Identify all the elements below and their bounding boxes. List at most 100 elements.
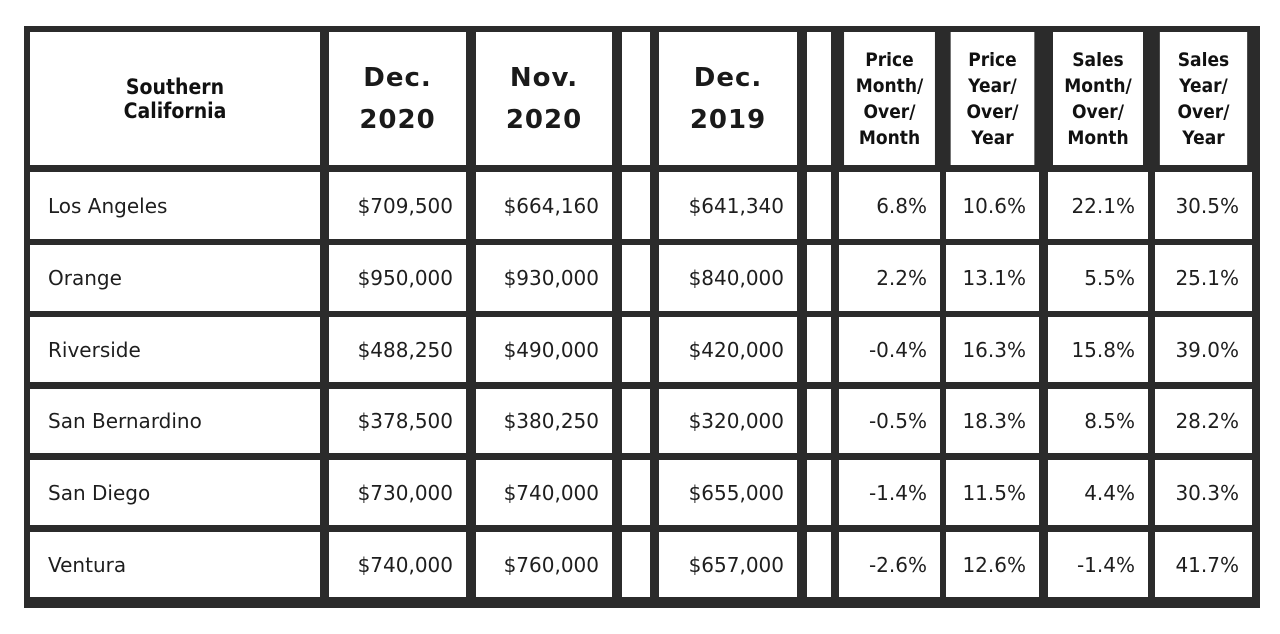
table-cell-price_mom: 2.2%	[839, 245, 940, 311]
table-cell-sales_mom: 15.8%	[1048, 317, 1148, 382]
table-cell-dec2020: $488,250	[329, 317, 466, 382]
cell-value: $760,000	[503, 552, 599, 577]
header-cell-price_yoy: Price Year/Over/Year	[950, 32, 1035, 165]
row-label: Ventura	[30, 532, 320, 597]
spacer-cell	[807, 389, 831, 453]
region-name: Ventura	[48, 552, 127, 577]
table-cell-dec2019: $641,340	[659, 172, 797, 239]
cell-value: $664,160	[503, 193, 599, 218]
sales-price-table: Southern California Dec. 2020 Nov. 2020 Dec. 20…	[24, 26, 1260, 608]
table-cell-dec2020: $740,000	[329, 532, 466, 597]
header-label-line: Over/	[966, 100, 1019, 123]
header-label: Nov. 2020	[506, 57, 582, 141]
table-cell-price_yoy: 11.5%	[946, 460, 1039, 525]
header-cell-sales_yoy: Sales Year/Over/Year	[1159, 32, 1248, 165]
table-cell-price_mom: -0.4%	[839, 317, 940, 382]
cell-value: 28.2%	[1175, 409, 1239, 433]
cell-value: $490,000	[503, 337, 599, 362]
cell-value: $709,500	[357, 193, 453, 218]
header-label-line: Price	[865, 48, 914, 71]
table-cell-sales_mom: 5.5%	[1048, 245, 1148, 311]
header-cell-sales_mom: Sales Month/Over/Month	[1053, 32, 1143, 165]
table-cell-price_mom: -1.4%	[839, 460, 940, 525]
table-cell-dec2019: $420,000	[659, 317, 797, 382]
cell-value: -1.4%	[1076, 552, 1135, 577]
region-name: San Bernardino	[48, 409, 202, 433]
spacer-cell	[622, 460, 650, 525]
row-label: San Bernardino	[30, 389, 320, 453]
cell-value: $320,000	[688, 409, 784, 433]
row-label: Los Angeles	[30, 172, 320, 239]
table-cell-price_yoy: 13.1%	[946, 245, 1039, 311]
cell-value: 30.3%	[1175, 480, 1239, 505]
header-label-line: Over/	[1072, 100, 1124, 123]
cell-value: $380,250	[503, 409, 599, 433]
header-cell-dec2019: Dec. 2019	[659, 32, 797, 165]
header-label-line: Nov.	[509, 62, 579, 93]
table-cell-nov2020: $380,250	[476, 389, 612, 453]
table-cell-price_mom: -0.5%	[839, 389, 940, 453]
cell-value: 11.5%	[962, 480, 1026, 505]
cell-value: $657,000	[688, 552, 784, 577]
table-cell-sales_yoy: 41.7%	[1155, 532, 1252, 597]
region-name: Orange	[48, 266, 122, 290]
header-label-line: Year	[1182, 126, 1225, 149]
table-cell-nov2020: $760,000	[476, 532, 612, 597]
cell-value: $740,000	[503, 480, 599, 505]
header-label: Dec. 2019	[690, 57, 766, 141]
header-label: Sales Month/Over/Month	[1064, 47, 1132, 151]
header-label-line: 2020	[359, 104, 436, 135]
spacer-cell	[622, 32, 650, 165]
region-name: San Diego	[48, 480, 151, 505]
cell-value: $655,000	[688, 480, 784, 505]
spacer-cell	[622, 317, 650, 382]
header-label-line: Dec.	[693, 62, 763, 93]
header-label: Sales Year/Over/Year	[1178, 47, 1230, 151]
cell-value: 39.0%	[1175, 337, 1239, 362]
header-label: Southern California	[124, 75, 227, 123]
cell-value: $378,500	[357, 409, 453, 433]
header-cell-dec2020: Dec. 2020	[329, 32, 466, 165]
header-label-line: 2020	[505, 104, 583, 135]
table-cell-sales_yoy: 28.2%	[1155, 389, 1252, 453]
cell-value: 41.7%	[1175, 552, 1239, 577]
cell-value: $740,000	[357, 552, 453, 577]
table-cell-sales_mom: 8.5%	[1048, 389, 1148, 453]
table-cell-nov2020: $930,000	[476, 245, 612, 311]
header-label-line: Month/	[855, 74, 924, 97]
table-cell-price_yoy: 16.3%	[946, 317, 1039, 382]
header-label-line: Year/	[968, 74, 1017, 97]
cell-value: 4.4%	[1084, 480, 1135, 505]
spacer-cell	[807, 172, 831, 239]
table-cell-price_yoy: 10.6%	[946, 172, 1039, 239]
cell-value: -2.6%	[868, 552, 927, 577]
cell-value: 16.3%	[962, 337, 1026, 362]
spacer-cell	[807, 532, 831, 597]
header-label-line: Dec.	[363, 62, 432, 93]
cell-value: $730,000	[357, 480, 453, 505]
table-cell-dec2020: $709,500	[329, 172, 466, 239]
header-label-line: Year	[971, 126, 1014, 149]
spacer-cell	[807, 460, 831, 525]
cell-value: 10.6%	[962, 193, 1026, 218]
spacer-cell	[622, 172, 650, 239]
row-label: San Diego	[30, 460, 320, 525]
table-cell-dec2020: $950,000	[329, 245, 466, 311]
cell-value: -1.4%	[868, 480, 927, 505]
header-label-line: Month/	[1064, 74, 1132, 97]
table-cell-dec2019: $320,000	[659, 389, 797, 453]
cell-value: 30.5%	[1175, 193, 1239, 218]
cell-value: $840,000	[688, 266, 784, 290]
spacer-cell	[807, 317, 831, 382]
cell-value: 12.6%	[962, 552, 1026, 577]
spacer-cell	[622, 245, 650, 311]
header-label-line: Sales	[1072, 48, 1124, 71]
cell-value: -0.5%	[868, 409, 927, 433]
header-label-line: 2019	[689, 104, 767, 135]
header-label-line: Price	[968, 48, 1017, 71]
table-cell-nov2020: $664,160	[476, 172, 612, 239]
cell-value: 25.1%	[1175, 266, 1239, 290]
cell-value: 5.5%	[1084, 266, 1135, 290]
cell-value: 13.1%	[962, 266, 1026, 290]
header-cell-price_mom: Price Month/Over/Month	[844, 32, 935, 165]
